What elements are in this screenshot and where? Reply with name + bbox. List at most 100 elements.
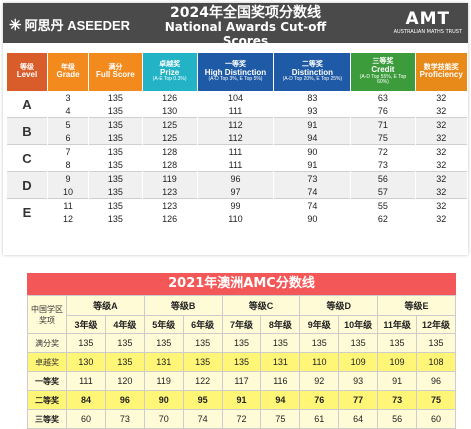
credit-cell: 56 <box>351 171 415 185</box>
score-cell: 135 <box>104 333 145 353</box>
hd-cell: 97 <box>197 185 274 198</box>
table-row: 4 135 130 111 93 76 32 <box>7 104 467 117</box>
level-header-row: 中国学区奖项 等级A 等级B 等级C 等级D 等级E <box>27 295 456 334</box>
header-grade: 年级 Grade <box>47 53 89 91</box>
header-distinction: 二等奖 Distinction (A-D Top 20%, E Top 25%) <box>274 53 351 91</box>
score-cell: 77 <box>338 390 379 410</box>
hd-cell: 96 <box>197 171 274 185</box>
level-header: 等级B <box>143 295 223 316</box>
score-cell: 135 <box>260 333 301 353</box>
score-cell: 96 <box>104 390 145 410</box>
score-cell: 116 <box>260 371 301 391</box>
score-cell: 96 <box>416 371 456 391</box>
cutoff-table-2024: 等级 Level 年级 Grade 满分 Full Score 卓越奖 Prize (A-E T… <box>6 53 468 225</box>
grade-cell: 8 <box>47 158 89 171</box>
header-banner: ✳ 阿思丹 ASEEDER 2024年全国奖项分数线 National Award… <box>3 3 468 47</box>
table-row: E 11 135 123 99 74 55 32 <box>7 198 467 225</box>
header-full-score: 满分 Full Score <box>89 53 142 91</box>
score-cell: 74 <box>182 409 223 429</box>
prof-cell: 32 <box>415 144 467 158</box>
score-cell: 56 <box>377 409 418 429</box>
score-cell: 135 <box>377 333 418 353</box>
grade-header: 5年级 <box>143 315 184 334</box>
dist-cell: 90 <box>274 212 351 225</box>
score-cell: 75 <box>416 390 456 410</box>
prize-cell: 125 <box>142 117 197 131</box>
score-cell: 135 <box>299 333 340 353</box>
full-cell: 135 <box>89 131 142 144</box>
dist-cell: 73 <box>274 171 351 185</box>
score-cell: 120 <box>104 371 145 391</box>
amt-logo-subtext: AUSTRALIAN MATHS TRUST <box>393 29 462 35</box>
header-prize-zh: 卓越奖 <box>159 61 181 68</box>
score-cell: 72 <box>221 409 262 429</box>
full-cell: 135 <box>89 171 142 185</box>
header-high-distinction-zh: 一等奖 <box>224 61 246 68</box>
full-cell: 135 <box>89 144 142 158</box>
score-cell: 131 <box>260 352 301 372</box>
prof-cell: 32 <box>415 198 467 212</box>
award-row: 卓越奖 130 135 131 135 135 131 110 109 109 108 <box>27 352 456 372</box>
prof-cell: 32 <box>415 158 467 171</box>
hd-cell: 111 <box>197 104 274 117</box>
prize-cell: 126 <box>142 212 197 225</box>
aseeder-mark-icon: ✳ <box>9 17 22 34</box>
score-cell: 92 <box>299 371 340 391</box>
hd-cell: 112 <box>197 131 274 144</box>
prof-cell: 32 <box>415 212 467 225</box>
prof-cell: 32 <box>415 171 467 185</box>
header-level-zh: 等级 <box>19 63 34 71</box>
grade-cell: 11 <box>47 198 89 212</box>
level-cell: A <box>7 91 47 117</box>
score-cell: 135 <box>221 333 262 353</box>
header-prize-criteria: (A-E Top 0.3%) <box>152 76 187 83</box>
score-cell: 76 <box>299 390 340 410</box>
score-cell: 61 <box>299 409 340 429</box>
header-credit-zh: 三等奖 <box>372 58 394 66</box>
full-cell: 135 <box>89 185 142 198</box>
header-distinction-criteria: (A-D Top 20%, E Top 25%) <box>282 76 343 83</box>
header-high-distinction: 一等奖 High Distinction (A-D Top 3%, E Top 5%… <box>197 53 274 91</box>
title-en: National Awards Cut-off Scores <box>164 20 327 48</box>
header-proficiency-zh: 数学技能奖 <box>423 63 459 71</box>
score-cell: 130 <box>66 352 106 372</box>
hd-cell: 111 <box>197 158 274 171</box>
score-cell: 94 <box>260 390 301 410</box>
award-row: 满分奖 135 135 135 135 135 135 135 135 135 135 <box>27 333 456 353</box>
score-cell: 109 <box>377 352 418 372</box>
score-cell: 135 <box>66 333 106 353</box>
grade-cell: 7 <box>47 144 89 158</box>
table-row: 12 135 126 110 90 62 32 <box>7 212 467 225</box>
credit-cell: 71 <box>351 117 415 131</box>
grade-cell: 10 <box>47 185 89 198</box>
score-cell: 135 <box>182 352 223 372</box>
grade-cell: 12 <box>47 212 89 225</box>
award-label: 满分奖 <box>27 333 67 353</box>
score-cell: 119 <box>143 371 184 391</box>
grade-header: 6年级 <box>182 315 223 334</box>
full-cell: 135 <box>89 104 142 117</box>
score-cell: 135 <box>338 333 379 353</box>
prize-cell: 128 <box>142 144 197 158</box>
score-cell: 131 <box>143 352 184 372</box>
dist-cell: 74 <box>274 198 351 212</box>
grade-header: 9年级 <box>299 315 340 334</box>
prize-cell: 126 <box>142 91 197 104</box>
level-header: 等级D <box>299 295 379 316</box>
score-cell: 109 <box>338 352 379 372</box>
prize-cell: 130 <box>142 104 197 117</box>
page-title: 2024年全国奖项分数线 National Awards Cut-off Sco… <box>153 5 338 48</box>
title-zh: 2024年全国奖项分数线 <box>170 5 321 21</box>
score-cell: 60 <box>416 409 456 429</box>
header-proficiency-en: Proficiency <box>419 70 463 80</box>
table-row: 10 135 123 97 74 57 32 <box>7 185 467 198</box>
header-distinction-en: Distinction <box>291 67 334 77</box>
hd-cell: 112 <box>197 117 274 131</box>
header-prize-en: Prize <box>160 67 180 77</box>
prof-cell: 32 <box>415 117 467 131</box>
score-cell: 73 <box>377 390 418 410</box>
prize-cell: 128 <box>142 158 197 171</box>
table-row: B 5 135 125 112 91 71 32 <box>7 117 467 144</box>
score-cell: 111 <box>66 371 106 391</box>
score-cell: 135 <box>182 333 223 353</box>
